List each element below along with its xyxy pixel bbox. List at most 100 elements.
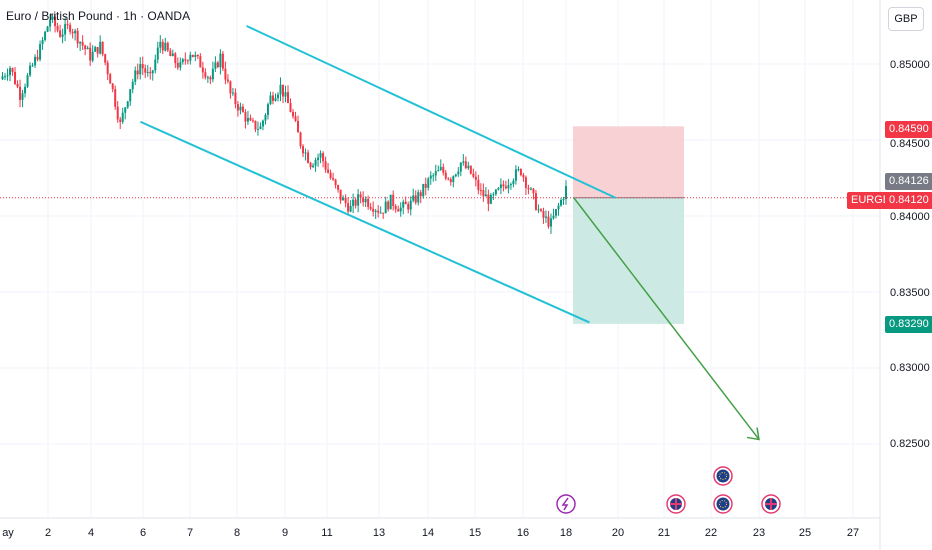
- candle-body: [414, 195, 417, 203]
- time-tick-label: 9: [281, 527, 289, 539]
- candle-body: [509, 184, 512, 186]
- candle-body: [194, 54, 197, 57]
- price-tick-label: 0.85000: [890, 59, 930, 71]
- candle-body: [234, 92, 237, 104]
- candle-body: [114, 89, 117, 107]
- candle-body: [51, 16, 54, 20]
- candle-body: [392, 194, 395, 207]
- candle-body: [497, 188, 500, 190]
- candle-body: [484, 194, 487, 197]
- candle-body: [565, 186, 567, 200]
- candle-body: [344, 197, 347, 204]
- projection-arrow-head: [746, 427, 760, 441]
- candle-body: [562, 199, 565, 201]
- take-profit-zone: [573, 197, 684, 324]
- candle-body: [69, 24, 72, 32]
- candle-body: [437, 170, 440, 172]
- candle-body: [101, 41, 104, 55]
- candle-body: [434, 171, 437, 176]
- candle-body: [407, 204, 410, 210]
- time-tick-label: 22: [704, 527, 718, 539]
- candle-body: [322, 153, 325, 162]
- candle-body: [226, 79, 229, 82]
- candle-body: [106, 62, 109, 75]
- candle-body: [524, 177, 527, 188]
- time-tick-label: 4: [87, 527, 95, 539]
- candle-body: [459, 162, 462, 172]
- candle-body: [269, 95, 272, 105]
- candle-body: [264, 114, 267, 121]
- last-price-tag: 0.84120: [885, 192, 932, 209]
- candle-body: [86, 47, 89, 50]
- candle-body: [439, 166, 442, 171]
- candle-body: [29, 65, 32, 76]
- candle-body: [31, 65, 34, 67]
- candle-body: [457, 171, 460, 175]
- candle-body: [372, 208, 375, 212]
- candle-body: [374, 210, 377, 212]
- candle-body: [449, 179, 452, 183]
- candle-body: [319, 153, 322, 158]
- candle-body: [204, 72, 207, 78]
- candle-body: [14, 71, 17, 84]
- candle-body: [251, 120, 254, 122]
- candle-body: [419, 192, 422, 197]
- candle-body: [79, 41, 82, 44]
- candle-body: [482, 190, 485, 197]
- candle-body: [171, 53, 174, 57]
- candle-body: [201, 67, 204, 73]
- candle-body: [359, 194, 362, 198]
- candle-body: [161, 41, 164, 51]
- candle-body: [129, 89, 132, 102]
- candle-body: [354, 199, 357, 206]
- price-tick-label: 0.82500: [890, 438, 930, 450]
- candle-body: [554, 209, 557, 216]
- candle-body: [81, 41, 84, 46]
- time-tick-label: 23: [752, 527, 766, 539]
- candle-body: [342, 197, 345, 201]
- candle-body: [534, 193, 537, 210]
- candle-body: [184, 59, 187, 61]
- candle-body: [259, 126, 262, 129]
- candle-body: [104, 54, 107, 63]
- eu-flag-icon: [716, 469, 730, 483]
- candle-body: [49, 19, 52, 27]
- candle-body: [379, 212, 382, 214]
- candle-body: [36, 56, 39, 60]
- candle-body: [387, 201, 390, 210]
- eu-flag-icon: [719, 472, 727, 480]
- candle-body: [254, 120, 257, 130]
- candle-body: [1, 76, 4, 80]
- take-profit-price-tag: 0.83290: [885, 316, 932, 333]
- candle-body: [357, 194, 360, 206]
- candle-body: [136, 70, 139, 75]
- candle-body: [529, 188, 532, 190]
- candle-body: [552, 215, 555, 219]
- candle-body: [339, 189, 342, 201]
- time-tick-label: 11: [321, 527, 333, 539]
- candle-body: [349, 205, 352, 212]
- candle-body: [206, 77, 209, 79]
- candle-body: [394, 206, 397, 210]
- candle-body: [271, 95, 274, 101]
- candle-body: [512, 180, 515, 185]
- candle-body: [24, 86, 27, 94]
- candle-body: [539, 209, 542, 211]
- candle-body: [489, 194, 492, 204]
- candle-body: [91, 51, 94, 61]
- candle-body: [302, 146, 305, 154]
- candle-body: [304, 152, 307, 154]
- candle-body: [59, 30, 62, 37]
- candle-body: [479, 190, 482, 192]
- candle-body: [74, 30, 77, 34]
- candle-body: [244, 112, 247, 122]
- candle-body: [384, 201, 387, 214]
- currency-button[interactable]: GBP: [888, 7, 924, 31]
- candle-body: [181, 59, 184, 63]
- candle-body: [472, 173, 475, 177]
- stop-loss-price-tag: 0.84590: [885, 121, 932, 138]
- candle-body: [169, 50, 172, 57]
- time-tick-label: 8: [233, 527, 241, 539]
